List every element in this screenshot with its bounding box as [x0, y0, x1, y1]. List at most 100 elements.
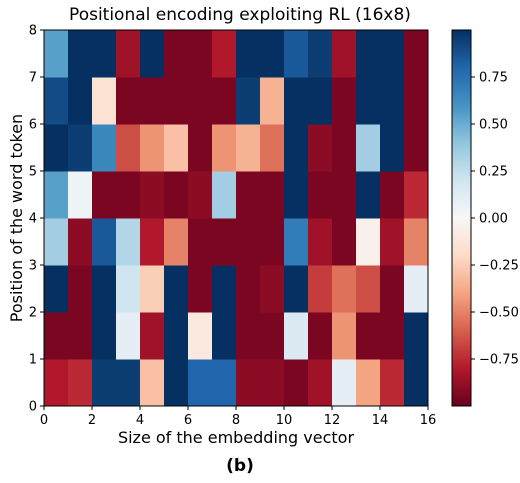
heatmap-cell — [212, 124, 237, 172]
heatmap-cell — [284, 312, 309, 360]
heatmap-cell — [92, 359, 117, 407]
y-axis-ticks: 0 1 2 3 4 5 6 7 8 — [29, 24, 44, 415]
heatmap-cell — [212, 312, 237, 360]
heatmap-cell — [212, 359, 237, 407]
heatmap-cell — [332, 77, 357, 125]
heatmap-cell — [44, 312, 69, 360]
heatmap-cell — [356, 265, 381, 313]
heatmap-cell — [356, 218, 381, 266]
heatmap-cell — [44, 218, 69, 266]
heatmap-cell — [236, 124, 261, 172]
heatmap-cell — [308, 124, 333, 172]
heatmap-cell — [92, 265, 117, 313]
heatmap-cell — [332, 312, 357, 360]
heatmap-cell — [44, 124, 69, 172]
x-tick-label: 14 — [372, 413, 389, 428]
heatmap-cell — [92, 218, 117, 266]
heatmap-cell — [212, 218, 237, 266]
heatmap-cell — [164, 265, 189, 313]
heatmap-cell — [44, 171, 69, 219]
heatmap-cell — [332, 30, 357, 78]
colorbar-ticks: 0.75 0.50 0.25 0.00 −0.25 −0.50 −0.75 — [471, 71, 519, 368]
x-tick-label: 16 — [420, 413, 437, 428]
y-tick-label: 6 — [29, 118, 37, 133]
heatmap-cell — [116, 265, 141, 313]
colorbar-tick-label: −0.25 — [479, 259, 519, 274]
y-tick-label: 2 — [29, 306, 37, 321]
heatmap-cell — [116, 124, 141, 172]
colorbar-tick-label: 0.00 — [479, 212, 508, 227]
heatmap-cell — [140, 218, 165, 266]
heatmap-cell — [260, 312, 285, 360]
heatmap-cell — [164, 218, 189, 266]
colorbar-tick-label: 0.25 — [479, 165, 508, 180]
heatmap-cell — [68, 30, 93, 78]
x-tick-label: 12 — [324, 413, 341, 428]
heatmap-cell — [380, 218, 405, 266]
heatmap-cell — [140, 359, 165, 407]
heatmap-cell — [212, 265, 237, 313]
heatmap-cell — [380, 124, 405, 172]
colorbar — [451, 29, 472, 407]
heatmap-cell — [284, 265, 309, 313]
heatmap-cell — [188, 77, 213, 125]
heatmap-cell — [260, 265, 285, 313]
y-tick-label: 5 — [29, 165, 37, 180]
heatmap-cell — [404, 265, 429, 313]
heatmap-cell — [260, 124, 285, 172]
heatmap-cell — [356, 171, 381, 219]
heatmap-cell — [92, 77, 117, 125]
heatmap-cell — [116, 30, 141, 78]
heatmap-cell — [140, 312, 165, 360]
heatmap-cell — [332, 124, 357, 172]
heatmap-cell — [308, 359, 333, 407]
colorbar-tick-label: 0.75 — [479, 71, 508, 86]
x-tick-label: 8 — [232, 413, 240, 428]
heatmap-cell — [44, 77, 69, 125]
heatmap-cell — [116, 359, 141, 407]
heatmap-cell — [308, 218, 333, 266]
heatmap-cell — [188, 30, 213, 78]
y-tick-label: 8 — [29, 24, 37, 39]
heatmap-cell — [68, 77, 93, 125]
heatmap-cell — [380, 312, 405, 360]
x-axis-ticks: 0 2 4 6 8 10 12 14 16 — [40, 406, 436, 428]
heatmap-cell — [68, 124, 93, 172]
heatmap-cell — [284, 30, 309, 78]
heatmap-cell — [380, 171, 405, 219]
heatmap-cell — [404, 30, 429, 78]
x-tick-label: 0 — [40, 413, 48, 428]
heatmap-cell — [44, 359, 69, 407]
y-tick-label: 3 — [29, 259, 37, 274]
heatmap-cell — [44, 265, 69, 313]
figure-caption: (b) — [226, 456, 254, 476]
heatmap-cell — [356, 359, 381, 407]
heatmap-cell — [140, 265, 165, 313]
heatmap-cell — [404, 218, 429, 266]
heatmap-cell — [140, 171, 165, 219]
heatmap-cell — [92, 171, 117, 219]
heatmap-cell — [404, 77, 429, 125]
heatmap-cell — [236, 218, 261, 266]
x-axis-label: Size of the embedding vector — [118, 428, 355, 447]
heatmap-cell — [164, 312, 189, 360]
y-tick-label: 4 — [29, 212, 37, 227]
heatmap-cell — [236, 312, 261, 360]
heatmap-cell — [140, 30, 165, 78]
heatmap-cell — [404, 312, 429, 360]
heatmap-cell — [308, 30, 333, 78]
heatmap-cell — [188, 218, 213, 266]
heatmap-cell — [164, 359, 189, 407]
heatmap-cell — [356, 77, 381, 125]
heatmap-cell — [44, 30, 69, 78]
x-tick-label: 2 — [88, 413, 96, 428]
heatmap-cell — [212, 171, 237, 219]
heatmap-cell — [284, 124, 309, 172]
heatmap-cell — [260, 77, 285, 125]
heatmap-cell — [308, 265, 333, 313]
heatmap-cell — [68, 171, 93, 219]
heatmap-cell — [68, 359, 93, 407]
heatmap-cell — [116, 218, 141, 266]
x-tick-label: 4 — [136, 413, 144, 428]
